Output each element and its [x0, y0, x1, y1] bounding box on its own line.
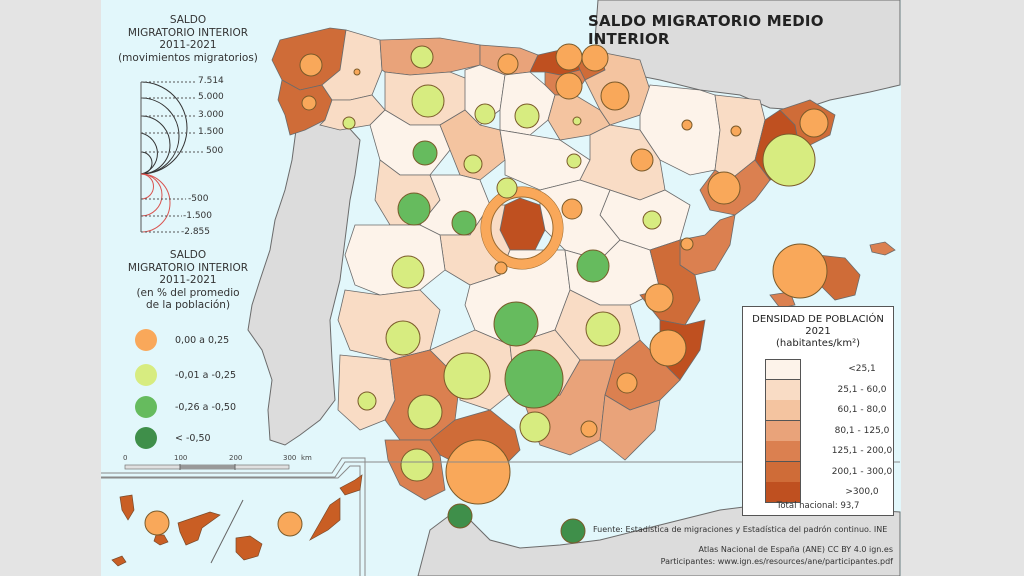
scale-tick: 200 — [229, 454, 243, 462]
atlas-credit: Atlas Nacional de España (ANE) CC BY 4.0… — [698, 545, 893, 554]
source-note: Fuente: Estadística de migraciones y Est… — [593, 525, 888, 534]
scale-tick: 300 — [283, 454, 297, 462]
legend-title-line: (en % del promedio — [136, 286, 240, 299]
canary-inset — [101, 457, 900, 576]
density-legend-title: DENSIDAD DE POBLACIÓN 2021 (habitantes/k… — [743, 314, 893, 350]
orange-circle-icon — [135, 329, 157, 351]
density-swatch — [765, 421, 801, 442]
proportional-legend-title: SALDO MIGRATORIO INTERIOR 2011-2021 (mov… — [109, 14, 267, 64]
legend-title-line: SALDO — [169, 14, 207, 26]
density-swatch — [765, 359, 801, 380]
legend-title-line: 2011-2021 — [159, 39, 217, 51]
density-swatch — [765, 462, 801, 483]
density-class-row: 25,1 - 60,0 — [765, 380, 887, 401]
density-class-row: 80,1 - 125,0 — [765, 421, 889, 442]
density-class-row: >300,0 — [765, 482, 879, 503]
percent-bin-row: -0,01 a -0,25 — [135, 364, 236, 386]
prop-value-label: 5.000 — [198, 92, 224, 102]
percent-bin-row: -0,26 a -0,50 — [135, 396, 236, 418]
scale-bar-graphic — [124, 464, 290, 470]
dark-green-circle-icon — [135, 427, 157, 449]
density-label: <25,1 — [848, 364, 876, 375]
foreign-land — [247, 0, 901, 576]
prop-value-label: 3.000 — [198, 110, 224, 120]
legend-title-line: (habitantes/km²) — [776, 338, 860, 349]
map-title: SALDO MIGRATORIO MEDIO INTERIOR — [588, 12, 824, 48]
prop-value-label: -1.500 — [183, 211, 213, 221]
prop-value-label: 1.500 — [198, 127, 224, 137]
scale-tick: 100 — [174, 454, 188, 462]
density-legend: DENSIDAD DE POBLACIÓN 2021 (habitantes/k… — [742, 306, 894, 516]
legend-title-line: MIGRATORIO INTERIOR — [127, 26, 249, 39]
density-swatch — [765, 380, 801, 401]
density-swatch — [765, 400, 801, 421]
density-label: 125,1 - 200,0 — [831, 446, 893, 457]
percent-legend-title: SALDO MIGRATORIO INTERIOR 2011-2021 (en … — [109, 249, 267, 312]
density-label: >300,0 — [845, 487, 879, 498]
bin-label: 0,00 a 0,25 — [175, 334, 230, 346]
light-green-circle-icon — [135, 364, 157, 386]
density-class-row: <25,1 — [765, 359, 876, 380]
density-total: Total nacional: 93,7 — [776, 501, 860, 511]
density-label: 200,1 - 300,0 — [831, 467, 893, 478]
density-class-row: 60,1 - 80,0 — [765, 400, 887, 421]
legend-title-line: MIGRATORIO INTERIOR — [127, 261, 249, 274]
map-canvas — [101, 0, 901, 576]
prop-value-label: 500 — [206, 146, 224, 156]
green-circle-icon — [135, 396, 157, 418]
legend-title-line: (movimientos migratorios) — [118, 51, 258, 64]
prop-value-label: -2.855 — [181, 227, 211, 237]
density-swatch — [765, 441, 801, 462]
proportional-legend-graphic — [140, 81, 205, 233]
legend-title-line: DENSIDAD DE POBLACIÓN — [752, 314, 884, 325]
legend-title-line: SALDO — [169, 249, 207, 261]
density-swatch — [765, 482, 801, 503]
migration-circles — [299, 43, 829, 544]
percent-bin-row: < -0,50 — [135, 427, 211, 449]
density-class-row: 125,1 - 200,0 — [765, 441, 892, 462]
bin-label: < -0,50 — [175, 432, 211, 444]
density-label: 25,1 - 60,0 — [837, 385, 887, 396]
prop-value-label: -500 — [188, 194, 209, 204]
legend-title-line: 2021 — [805, 326, 831, 337]
scale-tick: 0 — [123, 454, 128, 462]
legend-title-line: de la población) — [145, 299, 231, 311]
prop-value-label: 7.514 — [198, 76, 224, 86]
density-label: 60,1 - 80,0 — [837, 405, 887, 416]
density-label: 80,1 - 125,0 — [834, 426, 890, 437]
map-frame: SALDO MIGRATORIO MEDIO INTERIOR SALDO MI… — [101, 0, 901, 576]
density-class-row: 200,1 - 300,0 — [765, 462, 892, 483]
bin-label: -0,26 a -0,50 — [175, 401, 237, 413]
legend-title-line: 2011-2021 — [159, 274, 217, 286]
bin-label: -0,01 a -0,25 — [175, 369, 237, 381]
percent-bin-row: 0,00 a 0,25 — [135, 329, 229, 351]
participants-credit: Participantes: www.ign.es/resources/ane/… — [660, 557, 893, 566]
scale-unit: km — [301, 454, 312, 462]
